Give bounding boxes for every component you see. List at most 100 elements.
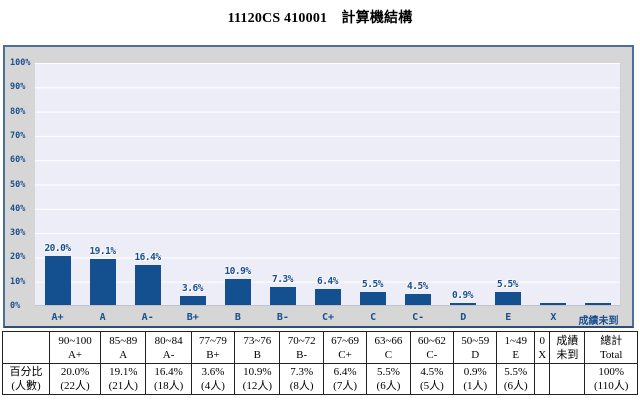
grade-column-header: 總計 Total bbox=[584, 331, 638, 364]
grade-column-header: 60~62 C- bbox=[409, 331, 455, 364]
x-tick-label: C bbox=[370, 312, 377, 323]
grade-value-cell: 20.0% (22人) bbox=[48, 363, 102, 395]
grade-column-header: 50~59 D bbox=[453, 331, 498, 364]
grade-value-cell: 10.9% (12人) bbox=[234, 363, 281, 395]
bar bbox=[89, 258, 116, 305]
plot-area: 20.0% 19.1% 16.4% 3.6% 10.9% 7.3% 6.4% 5.5% 4.5%… bbox=[35, 63, 621, 306]
grade-value-cell: 5.5% (6人) bbox=[496, 363, 536, 395]
x-tick-label: B- bbox=[276, 312, 289, 323]
grade-value-cell: 7.3% (8人) bbox=[279, 363, 324, 395]
grade-column-header: 73~76 B bbox=[234, 331, 281, 364]
bar-value-label: 5.5% bbox=[497, 278, 518, 290]
x-tick-label: C- bbox=[412, 312, 425, 323]
bar bbox=[584, 303, 611, 305]
x-tick-label: A- bbox=[141, 312, 154, 323]
bar-slot: 0.9% bbox=[440, 63, 485, 305]
bar-slot: 3.6% bbox=[170, 63, 215, 305]
grade-column-header: 成績 未到 bbox=[549, 331, 586, 364]
bar bbox=[269, 287, 296, 305]
bar-value-label: 5.5% bbox=[362, 278, 383, 290]
bar bbox=[224, 278, 251, 305]
bar bbox=[179, 296, 206, 305]
bar bbox=[404, 294, 431, 305]
bar-value-label: 4.5% bbox=[407, 281, 428, 293]
grade-column-header: 90~100 A+ bbox=[48, 331, 102, 364]
y-tick-label: 30% bbox=[10, 228, 26, 239]
bar-slot bbox=[575, 63, 620, 305]
bar-slot: 20.0% bbox=[35, 63, 80, 305]
bar-value-label: 16.4% bbox=[134, 252, 161, 264]
grade-column-header: 70~72 B- bbox=[279, 331, 324, 364]
grade-value-cell: 3.6% (4人) bbox=[190, 363, 236, 395]
row-label-line1: 百分比 bbox=[9, 366, 43, 378]
bar-value-label: 20.0% bbox=[44, 243, 71, 255]
bar-slot: 16.4% bbox=[125, 63, 170, 305]
bar-slot: 19.1% bbox=[80, 63, 125, 305]
grade-column-header: 63~66 C bbox=[366, 331, 411, 364]
grade-column-header: 77~79 B+ bbox=[190, 331, 236, 364]
grade-value-cell: 5.5% (6人) bbox=[366, 363, 411, 395]
y-axis: 100% 90% 80% 70% 60% 50% 40% 30% 20% 10% 0% bbox=[10, 47, 35, 326]
bar bbox=[134, 265, 161, 305]
grade-column-header: 67~69 C+ bbox=[322, 331, 368, 364]
grade-value-cell: 100% (110人) bbox=[584, 363, 638, 395]
row-label-line2: (人數) bbox=[11, 380, 41, 392]
y-tick-label: 50% bbox=[10, 179, 26, 190]
bar-value-label: 0.9% bbox=[452, 289, 473, 301]
grade-column-header: 80~84 A- bbox=[145, 331, 192, 364]
corner-cell bbox=[2, 331, 50, 364]
grade-value-cell: 4.5% (5人) bbox=[409, 363, 455, 395]
bar bbox=[44, 256, 71, 305]
y-tick-label: 10% bbox=[10, 276, 26, 287]
bar bbox=[449, 302, 476, 305]
bars-row: 20.0% 19.1% 16.4% 3.6% 10.9% 7.3% 6.4% 5.5% 4.5%… bbox=[35, 63, 620, 305]
y-tick-label: 0% bbox=[10, 301, 21, 311]
y-tick-label: 80% bbox=[10, 106, 26, 117]
grade-column-header: 1~49 E bbox=[496, 331, 536, 364]
bar-value-label: 19.1% bbox=[89, 245, 116, 257]
y-tick-label: 60% bbox=[10, 155, 26, 166]
bar-slot: 10.9% bbox=[215, 63, 260, 305]
bar-slot: 5.5% bbox=[485, 63, 530, 305]
x-tick-label: C+ bbox=[321, 312, 335, 323]
bar-slot: 6.4% bbox=[305, 63, 350, 305]
grade-value-cell: 19.1% (21人) bbox=[100, 363, 147, 395]
y-tick-label: 20% bbox=[10, 252, 26, 263]
bar bbox=[314, 289, 341, 305]
bar-slot: 4.5% bbox=[395, 63, 440, 305]
x-axis: A+ A A- B+ B B- C+ C C- D E X 成績未到 bbox=[35, 312, 621, 327]
y-tick-label: 70% bbox=[10, 130, 26, 141]
y-tick-label: 40% bbox=[10, 203, 26, 214]
grade-column-header: 85~89 A bbox=[100, 331, 147, 364]
bar bbox=[359, 291, 386, 305]
bar-slot: 5.5% bbox=[350, 63, 395, 305]
bar bbox=[494, 291, 521, 305]
bar-value-label: 6.4% bbox=[317, 276, 338, 288]
bar-slot: 7.3% bbox=[260, 63, 305, 305]
page-title: 11120CS 410001 計算機結構 bbox=[227, 11, 413, 26]
bar-value-label: 10.9% bbox=[224, 265, 251, 277]
grade-value-cell: 0.9% (1人) bbox=[453, 363, 498, 395]
x-tick-label: B bbox=[234, 312, 241, 323]
bar-slot bbox=[530, 63, 575, 305]
x-tick-label: 成績未到 bbox=[578, 316, 619, 327]
y-tick-label: 90% bbox=[10, 82, 26, 93]
row-label-cell: 百分比 (人數) bbox=[2, 363, 50, 395]
table-value-row: 百分比 (人數) 20.0% (22人) 19.1% (21人) 16.4% (18人) 3… bbox=[2, 363, 638, 395]
x-tick-label: A bbox=[99, 312, 106, 323]
x-tick-label: X bbox=[550, 312, 557, 323]
x-tick-label: B+ bbox=[186, 312, 199, 323]
bar-value-label: 3.6% bbox=[182, 283, 203, 295]
x-tick-label: A+ bbox=[51, 312, 64, 323]
grade-value-cell: 16.4% (18人) bbox=[145, 363, 192, 395]
bar-value-label: 7.3% bbox=[272, 274, 293, 286]
table-header-row: 90~100 A+ 85~89 A 80~84 A- 77~79 B+ 73~76 B 70~72 B… bbox=[2, 331, 638, 364]
x-tick-label: D bbox=[460, 312, 467, 323]
grade-distribution-chart: 100% 90% 80% 70% 60% 50% 40% 30% 20% 10% 0% 20.0% 1… bbox=[3, 45, 634, 328]
grade-value-cell bbox=[534, 363, 551, 395]
x-tick-label: E bbox=[505, 312, 512, 323]
y-tick-label: 100% bbox=[10, 58, 31, 68]
bar bbox=[539, 303, 566, 305]
